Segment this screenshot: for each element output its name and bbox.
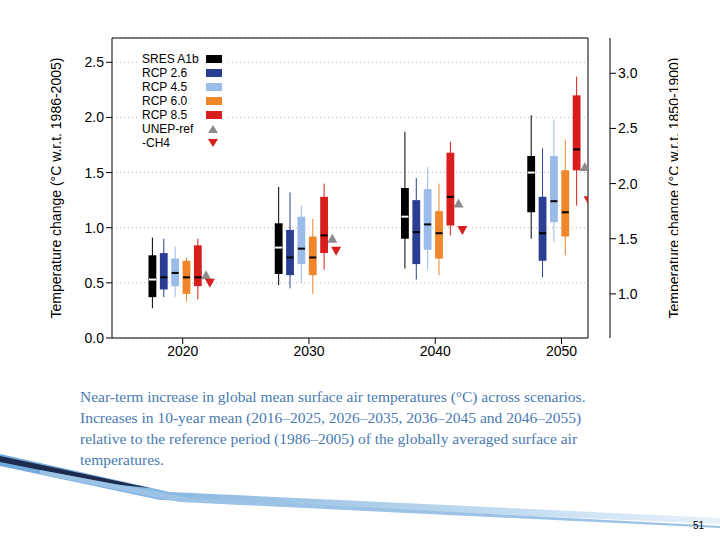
svg-text:1.0: 1.0 — [85, 220, 105, 236]
svg-text:2.5: 2.5 — [618, 120, 638, 136]
html-text:RCP 4.5: RCP 4.5 — [142, 80, 188, 94]
svg-text:1.0: 1.0 — [618, 286, 638, 302]
html-text:-CH4: -CH4 — [142, 136, 170, 150]
svg-text:2020: 2020 — [167, 343, 198, 359]
html-text:RCP 2.6: RCP 2.6 — [142, 66, 188, 80]
svg-text:0.5: 0.5 — [85, 275, 105, 291]
html-text:RCP 8.5: RCP 8.5 — [142, 108, 188, 122]
svg-text:2.0: 2.0 — [618, 176, 638, 192]
svg-text:0.0: 0.0 — [85, 330, 105, 346]
svg-text:1.5: 1.5 — [85, 165, 105, 181]
svg-text:Temperature change (°C w.r.t.: Temperature change (°C w.r.t. 1850-1900) — [666, 58, 678, 319]
svg-text:2050: 2050 — [546, 343, 577, 359]
svg-text:3.0: 3.0 — [618, 65, 638, 81]
svg-text:2.5: 2.5 — [85, 54, 105, 70]
svg-text:2040: 2040 — [420, 343, 451, 359]
svg-text:Temperature change (°C w.r.t.: Temperature change (°C w.r.t. 1986-2005) — [50, 58, 64, 319]
svg-text:2030: 2030 — [293, 343, 324, 359]
html-text:RCP 6.0: RCP 6.0 — [142, 94, 188, 108]
svg-text:1.5: 1.5 — [618, 231, 638, 247]
html-text:UNEP-ref: UNEP-ref — [142, 122, 194, 136]
html-text:51: 51 — [692, 520, 704, 531]
html-text:Near-term increase in global m: Near-term increase in global mean surfac… — [80, 388, 586, 468]
svg-text:2.0: 2.0 — [85, 109, 105, 125]
html-text:SRES A1b: SRES A1b — [142, 52, 199, 66]
